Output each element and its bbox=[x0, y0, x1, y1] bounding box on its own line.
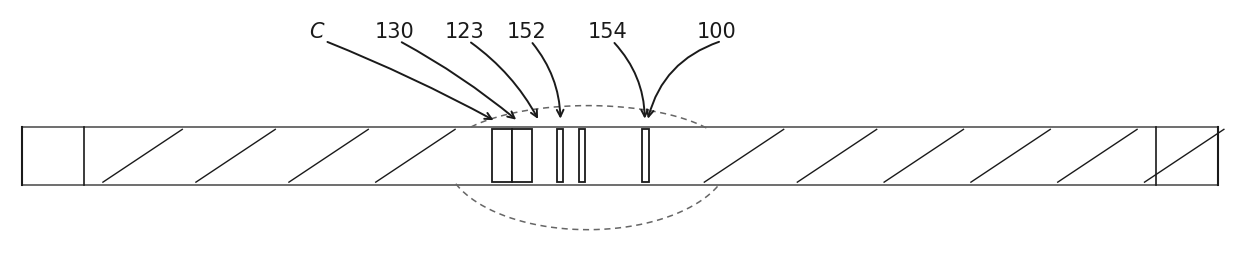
Text: 154: 154 bbox=[588, 22, 627, 42]
Bar bbox=[492, 129, 512, 182]
Bar bbox=[557, 129, 563, 182]
Text: 100: 100 bbox=[697, 22, 737, 42]
Text: 123: 123 bbox=[445, 22, 485, 42]
Bar bbox=[642, 129, 649, 182]
Bar bbox=[512, 129, 532, 182]
Bar bbox=[579, 129, 585, 182]
Text: 152: 152 bbox=[507, 22, 547, 42]
Text: C: C bbox=[309, 22, 324, 42]
Text: 130: 130 bbox=[374, 22, 414, 42]
